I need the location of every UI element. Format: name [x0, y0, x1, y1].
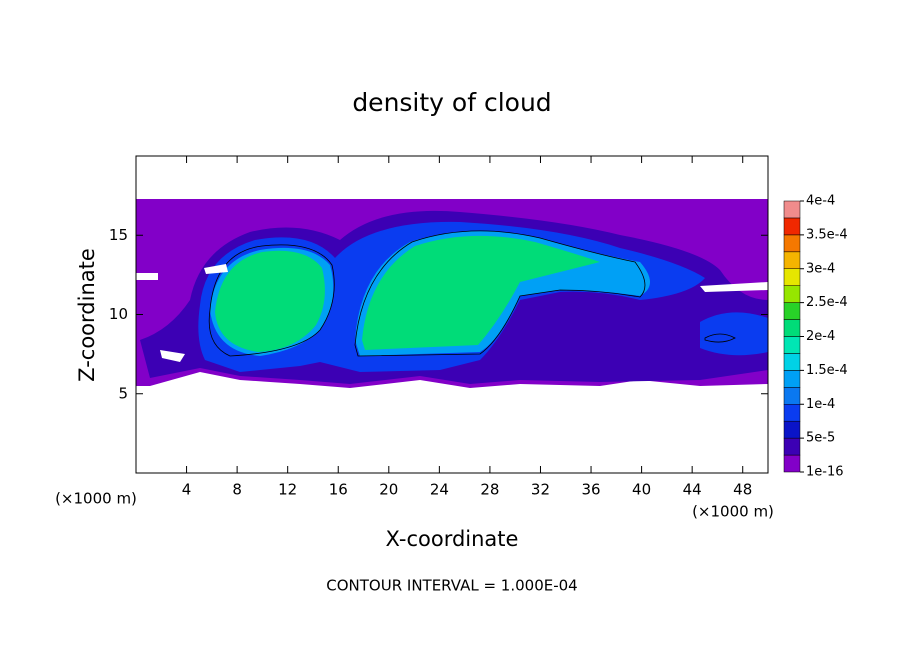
y-tick-label: 10 [109, 305, 128, 323]
cloud-field [136, 199, 768, 388]
contour-line [208, 230, 736, 357]
colorbar-swatch [783, 336, 801, 354]
colorbar-label: 3.5e-4 [806, 227, 848, 242]
colorbar-swatch [783, 454, 801, 473]
colorbar-swatch [783, 353, 801, 371]
colorbar-label: 1.5e-4 [806, 363, 848, 378]
colorbar-label: 5e-5 [806, 431, 835, 446]
x-tick-label: 16 [329, 481, 348, 499]
x-tick-label: 28 [480, 481, 499, 499]
x-tick-label: 44 [683, 481, 702, 499]
x-tick-label: 20 [379, 481, 398, 499]
colorbar-swatch [783, 404, 801, 422]
colorbar-swatch [783, 387, 801, 405]
colorbar-swatch [783, 217, 801, 236]
cloud-region [215, 235, 600, 352]
colorbar-label: 2e-4 [806, 329, 835, 344]
x-unit-right: (×1000 m) [692, 503, 774, 521]
x-tick-label: 48 [733, 481, 752, 499]
y-tick-label: 5 [118, 384, 128, 402]
annotation: CONTOUR INTERVAL = 1.000E-04 [326, 577, 577, 595]
colorbar-label: 1e-16 [806, 465, 844, 480]
x-tick-label: 12 [278, 481, 297, 499]
x-unit-left: (×1000 m) [55, 490, 137, 508]
colorbar-label: 1e-4 [806, 397, 835, 412]
x-axis-label: X-coordinate [386, 527, 519, 551]
colorbar-swatch [783, 420, 801, 439]
colorbar-swatch [783, 370, 801, 388]
colorbar-label: 2.5e-4 [806, 295, 848, 310]
colorbar-swatch [783, 251, 801, 269]
x-tick-label: 32 [531, 481, 550, 499]
colorbar-swatch [783, 200, 801, 219]
chart-title: density of cloud [352, 88, 551, 117]
x-tick-label: 4 [182, 481, 192, 499]
x-tick-label: 24 [430, 481, 449, 499]
cloud-region [700, 312, 768, 356]
colorbar-swatch [783, 234, 801, 253]
colorbar-swatch [783, 302, 801, 320]
y-axis-label: Z-coordinate [75, 248, 99, 382]
x-tick-label: 36 [581, 481, 600, 499]
colorbar-swatch [783, 268, 801, 286]
y-tick-label: 15 [109, 226, 128, 244]
x-tick-label: 40 [632, 481, 651, 499]
colorbar-label: 4e-4 [806, 194, 835, 209]
colorbar-label: 3e-4 [806, 261, 835, 276]
x-tick-label: 8 [232, 481, 242, 499]
colorbar-swatch [783, 285, 801, 303]
colorbar-swatch [783, 437, 801, 456]
colorbar-swatch [783, 319, 801, 337]
